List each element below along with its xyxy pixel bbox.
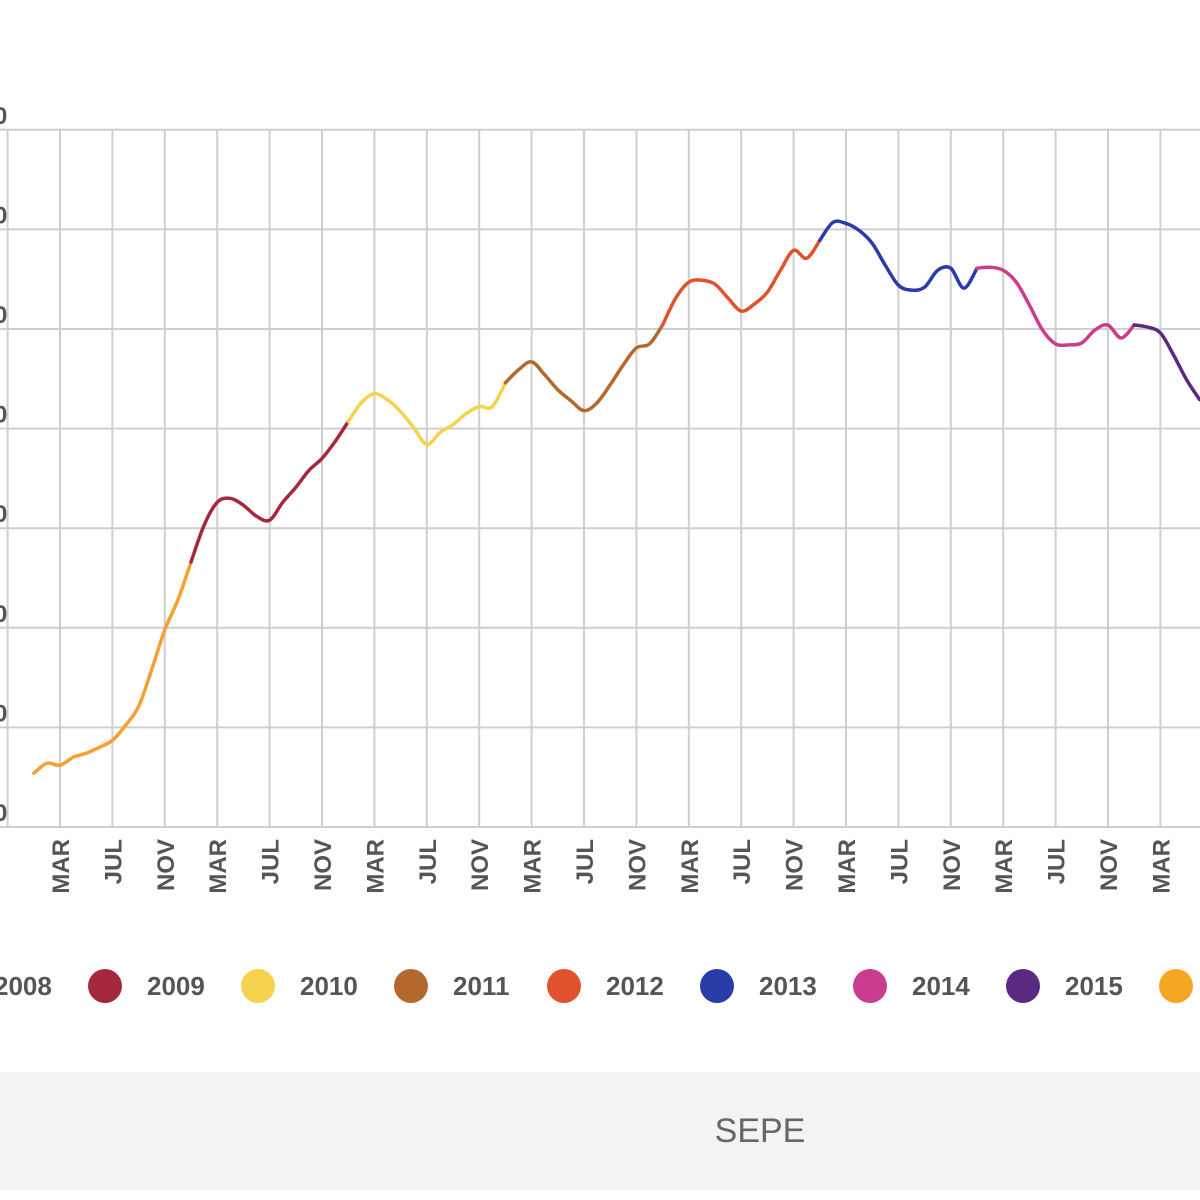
x-tick-label: NOV — [782, 839, 809, 891]
x-tick-label: MAR — [520, 839, 547, 894]
x-tick-label: MAR — [834, 839, 861, 894]
series-line-2015 — [1132, 323, 1200, 402]
x-tick-label: MAR — [677, 839, 704, 894]
y-tick-label: 0 — [0, 402, 7, 429]
legend-dot-2013 — [700, 969, 734, 1003]
x-tick-label: MAR — [991, 839, 1018, 894]
series-line-2011 — [503, 323, 665, 413]
x-tick-label: NOV — [624, 839, 651, 891]
y-tick-label: 0 — [0, 302, 7, 329]
series-line-2014 — [975, 265, 1136, 348]
x-tick-label: MAR — [1148, 839, 1175, 894]
y-tick-label: 0 — [0, 202, 7, 229]
legend-label: 2010 — [300, 971, 358, 1001]
y-tick-label: 0 — [0, 700, 7, 727]
legend-dot-2011 — [394, 969, 428, 1003]
source-label: SEPE — [714, 1112, 806, 1150]
x-tick-label: NOV — [153, 839, 180, 891]
x-tick-label: NOV — [1096, 839, 1123, 891]
legend-label: 2015 — [1065, 971, 1123, 1001]
x-tick-label: JUL — [886, 839, 913, 884]
series-line-2010 — [346, 381, 508, 447]
x-tick-label: JUL — [258, 839, 285, 884]
series-line-2009 — [189, 419, 350, 564]
series-line-2012 — [660, 238, 822, 327]
series-line-2008 — [32, 560, 193, 775]
legend-label: 2014 — [912, 971, 970, 1001]
legend-label: 2011 — [453, 971, 509, 1001]
x-tick-label: MAR — [205, 839, 232, 894]
legend-dot-2015 — [1006, 969, 1040, 1003]
legend-dot-2012 — [547, 969, 581, 1003]
x-tick-label: NOV — [310, 839, 337, 891]
y-tick-label: 0 — [0, 800, 7, 827]
legend-label: 2009 — [147, 971, 205, 1001]
y-tick-label: 0 — [0, 501, 7, 528]
legend-label: 2013 — [759, 971, 817, 1001]
x-tick-label: MAR — [48, 839, 75, 894]
series-line-2013 — [818, 219, 979, 293]
x-tick-label: NOV — [939, 839, 966, 891]
source-footer: SEPE — [0, 1072, 1200, 1190]
legend-label: 2012 — [606, 971, 664, 1001]
x-tick-label: JUL — [415, 839, 442, 884]
x-tick-label: JUL — [1044, 839, 1071, 884]
legend-label: 2008 — [0, 971, 52, 1001]
x-tick-label: JUL — [100, 839, 127, 884]
legend-dot-2009 — [88, 969, 122, 1003]
line-chart: 0 0 0 0 0 0 0 0 MAR JUL NOV MAR JUL NOV MAR JUL NOV MAR JU… — [0, 103, 1200, 1003]
legend-dot-2010 — [241, 969, 275, 1003]
x-tick-label: MAR — [362, 839, 389, 894]
legend-dot-2014 — [853, 969, 887, 1003]
x-tick-label: JUL — [729, 839, 756, 884]
x-tick-label: JUL — [572, 839, 599, 884]
y-tick-label: 0 — [0, 103, 7, 130]
y-tick-label: 0 — [0, 601, 7, 628]
legend-dot-next — [1159, 969, 1193, 1003]
x-tick-label: NOV — [467, 839, 494, 891]
